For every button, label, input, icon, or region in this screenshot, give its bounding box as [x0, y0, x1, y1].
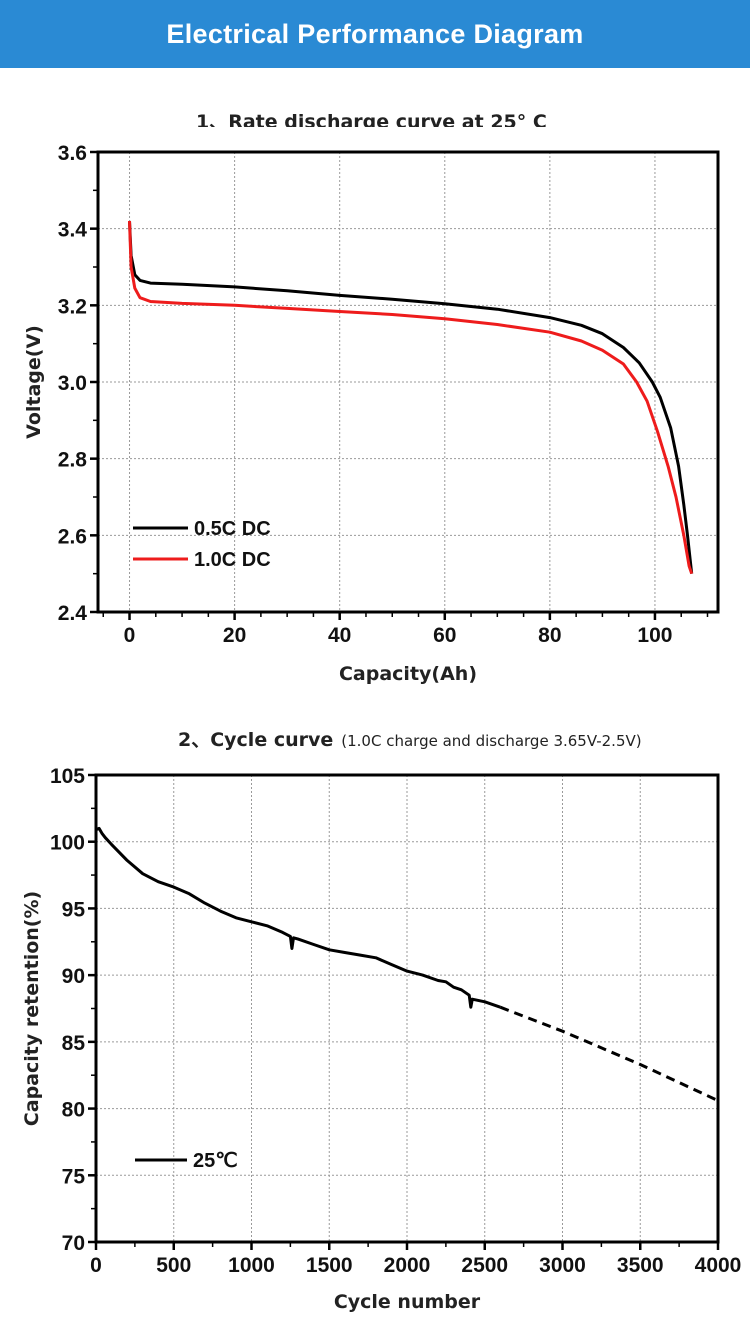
- y-tick-label: 90: [62, 965, 85, 988]
- legend-label-1: 25℃: [193, 1150, 238, 1172]
- y-tick-label: 95: [62, 898, 86, 921]
- y-tick-label: 3.2: [58, 295, 87, 318]
- x-tick-label: 60: [433, 624, 456, 647]
- y-tick-label: 75: [62, 1165, 86, 1188]
- y-tick-label: 100: [50, 832, 85, 855]
- y-tick-label: 85: [62, 1032, 86, 1055]
- chart-2-subtitle: (1.0C charge and discharge 3.65V-2.5V): [341, 732, 642, 750]
- chart-1-title: 1、Rate discharge curve at 25° C: [196, 107, 547, 127]
- x-tick-label: 80: [538, 624, 561, 647]
- cycle-chart: 0 500 1000 1500 2000 2500 3000 3500 4000 70 75 80 85…: [21, 765, 742, 1313]
- x-tick-label: 500: [156, 1254, 191, 1277]
- chart-2-title: 2、Cycle curve (1.0C charge and discharge …: [178, 725, 642, 752]
- y-tick-label: 3.4: [58, 219, 88, 242]
- x-tick-label: 3500: [617, 1254, 664, 1277]
- x-tick-label: 4000: [695, 1254, 742, 1277]
- x-tick-label: 3000: [539, 1254, 586, 1277]
- x-tick-label: 2500: [461, 1254, 508, 1277]
- x-tick-label: 0: [124, 624, 136, 647]
- discharge-chart: 0 20 40 60 80 100 2.4 2.6 2.8 3.0 3.2 3.4 3.6 Capacit…: [23, 142, 720, 685]
- y-tick-label: 2.6: [58, 525, 87, 548]
- y-tick-label: 2.8: [58, 449, 88, 472]
- chart-2-title-text: 2、Cycle curve: [178, 729, 334, 751]
- y-tick-label: 70: [62, 1232, 85, 1255]
- series-extrapolation-1: [499, 1005, 719, 1102]
- x-tick-label: 1000: [228, 1254, 275, 1277]
- chart-1-title-text: 1、Rate discharge curve at 25° C: [196, 111, 547, 127]
- y-tick-label: 3.0: [58, 372, 87, 395]
- y-tick-label: 105: [50, 765, 85, 788]
- y-axis-label: Capacity retention(%): [21, 891, 43, 1126]
- legend-label-2: 1.0C DC: [194, 549, 271, 571]
- legend-label-1: 0.5C DC: [194, 518, 271, 540]
- series-line-2: [128, 220, 694, 575]
- series-line-1: [95, 826, 501, 1009]
- y-tick-label: 3.6: [58, 142, 87, 165]
- x-axis-label: Cycle number: [334, 1291, 481, 1313]
- x-tick-label: 0: [90, 1254, 102, 1277]
- header-banner: Electrical Performance Diagram: [0, 0, 750, 68]
- x-tick-label: 2000: [384, 1254, 431, 1277]
- series-line-1: [128, 220, 694, 574]
- x-tick-label: 40: [328, 624, 351, 647]
- y-tick-label: 2.4: [58, 602, 88, 625]
- y-tick-label: 80: [62, 1099, 85, 1122]
- x-tick-label: 20: [223, 624, 246, 647]
- x-axis-label: Capacity(Ah): [339, 663, 477, 685]
- y-axis-label: Voltage(V): [23, 325, 45, 439]
- page-title: Electrical Performance Diagram: [166, 18, 584, 49]
- x-tick-label: 1500: [306, 1254, 353, 1277]
- x-tick-label: 100: [637, 624, 672, 647]
